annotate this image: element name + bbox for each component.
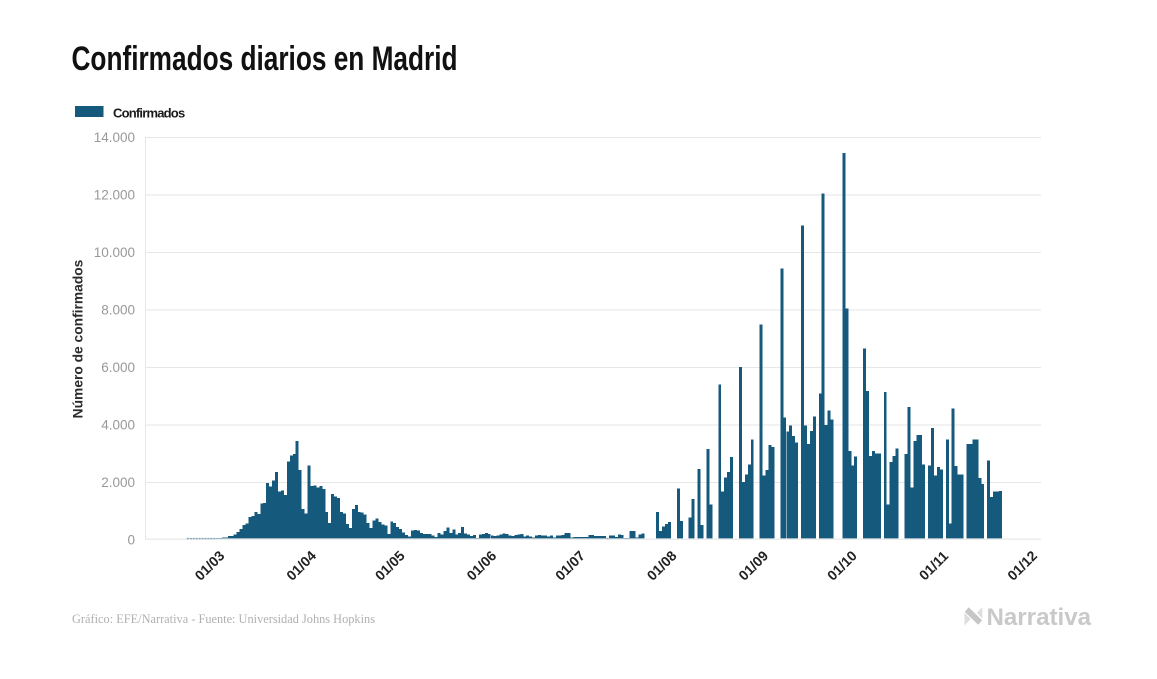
svg-text:2.000: 2.000: [101, 475, 135, 490]
svg-text:14.000: 14.000: [94, 130, 135, 145]
svg-text:4.000: 4.000: [101, 418, 135, 433]
svg-text:Número de confirmados: Número de confirmados: [71, 259, 86, 418]
svg-text:12.000: 12.000: [94, 188, 135, 203]
svg-text:10.000: 10.000: [94, 245, 135, 260]
svg-text:Confirmados: Confirmados: [113, 106, 185, 121]
svg-text:Gráfico: EFE/Narrativa - Fuent: Gráfico: EFE/Narrativa - Fuente: Univers…: [72, 611, 375, 626]
svg-text:6.000: 6.000: [101, 360, 135, 375]
svg-text:Confirmados diarios en Madrid: Confirmados diarios en Madrid: [72, 40, 458, 78]
svg-text:Narrativa: Narrativa: [987, 604, 1092, 631]
svg-text:0: 0: [127, 533, 135, 548]
svg-text:8.000: 8.000: [101, 303, 135, 318]
